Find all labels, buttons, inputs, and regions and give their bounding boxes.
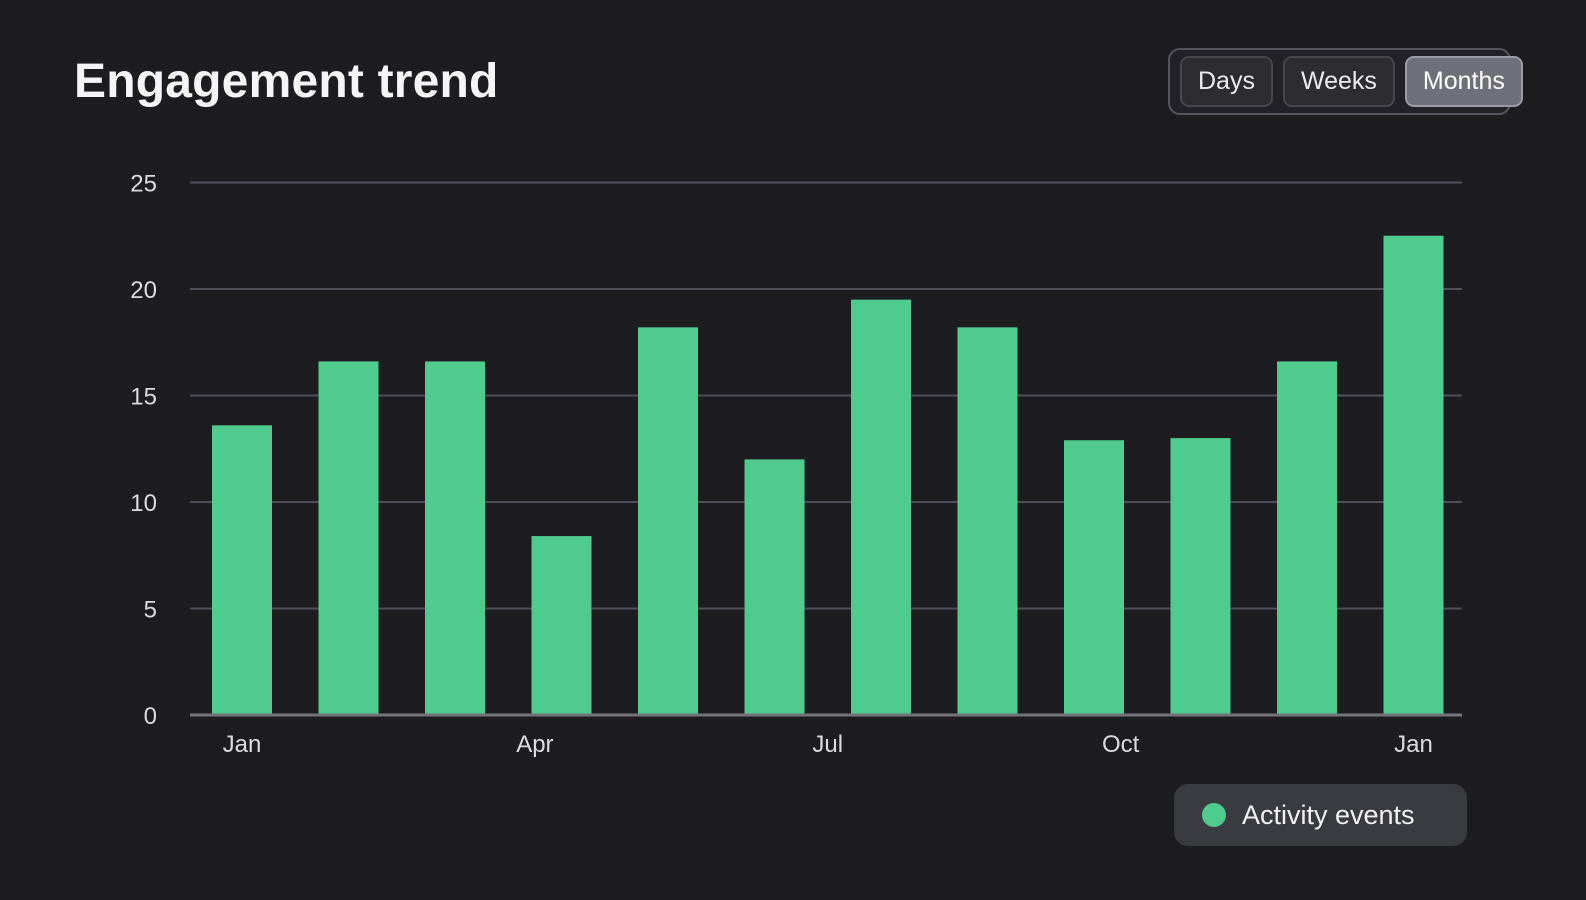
x-tick-label: Jul [812,731,843,758]
time-range-toggle: Days Weeks Months [1168,48,1523,115]
range-months-button[interactable]: Months [1404,56,1523,107]
x-tick-label: Jan [223,731,262,758]
bar-month-4[interactable] [531,536,592,715]
bar-month-2[interactable] [318,361,379,715]
bar-month-1[interactable] [212,425,272,715]
legend-swatch-icon [1202,803,1226,827]
x-tick-label: Jan [1394,731,1433,758]
bar-month-10[interactable] [1170,438,1231,715]
bar-month-8[interactable] [957,327,1018,715]
legend-label: Activity events [1242,799,1415,830]
bar-month-7[interactable] [851,299,911,715]
bar-month-6[interactable] [744,459,805,715]
x-tick-label: Oct [1102,731,1140,758]
y-tick-label: 5 [144,597,157,624]
y-tick-label: 20 [130,277,157,304]
x-tick-label: Apr [516,731,553,758]
range-weeks-button[interactable]: Weeks [1282,56,1395,107]
bar-month-9[interactable] [1064,440,1124,715]
bar-month-11[interactable] [1277,361,1337,715]
legend-activity-events[interactable]: Activity events [1174,784,1467,846]
y-tick-label: 10 [130,490,157,517]
y-tick-label: 15 [130,384,157,411]
bar-month-12[interactable] [1383,235,1444,715]
y-tick-label: 25 [130,171,157,198]
range-days-button[interactable]: Days [1180,56,1273,107]
bar-month-3[interactable] [425,361,485,715]
page-title: Engagement trend [74,55,499,108]
y-tick-label: 0 [144,703,157,730]
bar-month-5[interactable] [638,327,698,715]
